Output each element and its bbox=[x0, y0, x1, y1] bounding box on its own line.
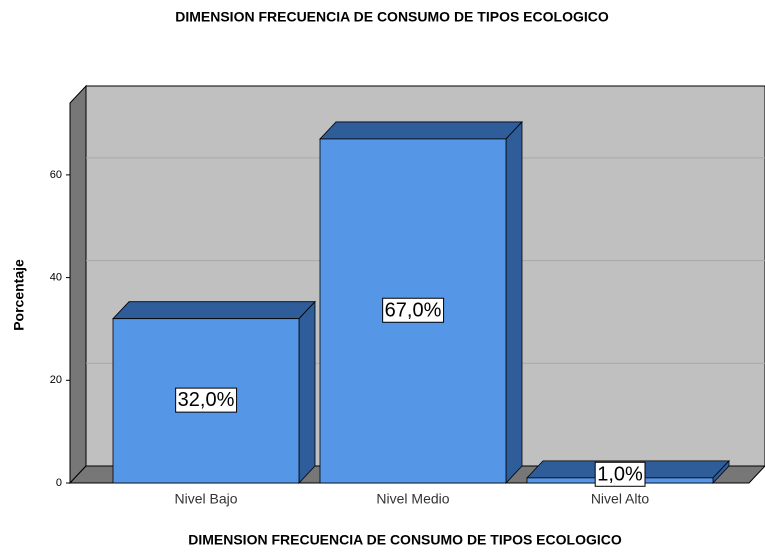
y-axis-title: Porcentaje bbox=[11, 259, 27, 331]
value-label-box bbox=[594, 461, 646, 487]
left-wall bbox=[69, 84, 87, 485]
value-label-box bbox=[175, 387, 238, 413]
y-tick-label: 60 bbox=[50, 169, 62, 181]
chart-title: DIMENSION FRECUENCIA DE CONSUMO DE TIPOS… bbox=[175, 9, 609, 25]
bar-side bbox=[505, 120, 523, 485]
value-label-box bbox=[382, 297, 445, 323]
y-tick-label: 40 bbox=[50, 272, 62, 284]
bar bbox=[112, 300, 316, 485]
bar-top bbox=[319, 121, 523, 140]
value-label: 1,0% bbox=[597, 463, 643, 485]
bar-top bbox=[112, 301, 316, 320]
x-tick-label: Nivel Bajo bbox=[174, 491, 237, 507]
x-tick-label: Nivel Medio bbox=[376, 491, 449, 507]
value-label: 67,0% bbox=[385, 299, 442, 321]
x-axis-title: DIMENSION FRECUENCIA DE CONSUMO DE TIPOS… bbox=[188, 532, 622, 548]
bar-side bbox=[298, 300, 316, 485]
x-tick-label: Nivel Alto bbox=[591, 491, 650, 507]
y-tick-label: 0 bbox=[56, 477, 62, 489]
value-label: 32,0% bbox=[178, 389, 235, 411]
y-tick-label: 20 bbox=[50, 374, 62, 386]
